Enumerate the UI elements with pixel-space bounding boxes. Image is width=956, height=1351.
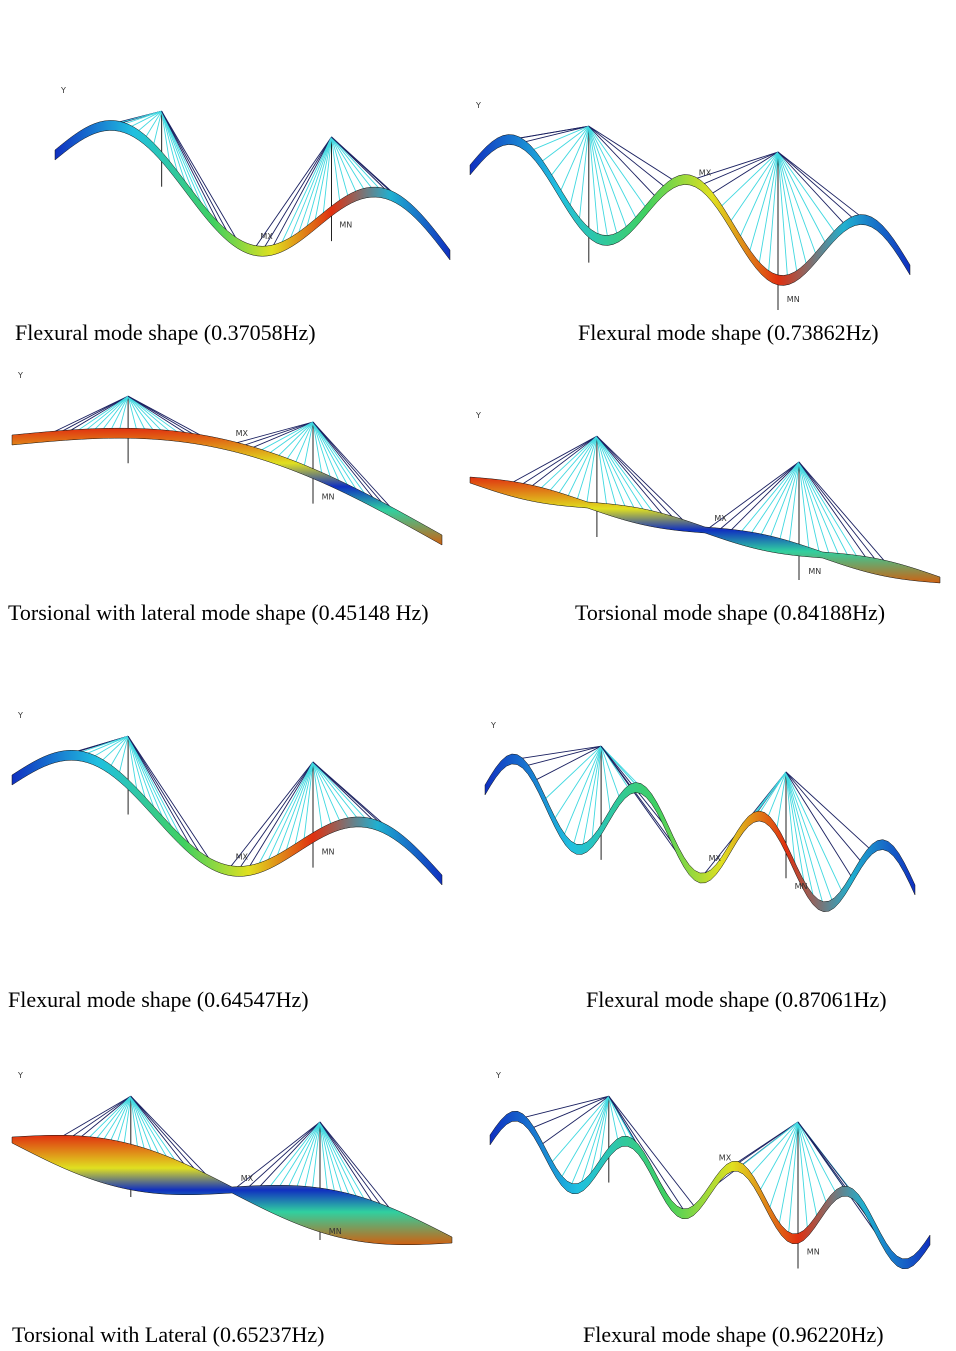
cable xyxy=(609,1096,686,1214)
axis-label: Y xyxy=(17,1071,23,1080)
deck xyxy=(12,1135,452,1245)
cable xyxy=(551,1096,609,1163)
cable xyxy=(798,1122,808,1232)
cable xyxy=(778,152,817,256)
cable xyxy=(786,772,862,862)
cable xyxy=(252,1122,320,1195)
cable xyxy=(162,111,232,239)
cable xyxy=(100,396,128,433)
cable xyxy=(511,126,588,139)
cable xyxy=(597,436,628,513)
cable xyxy=(740,1122,798,1167)
deck xyxy=(485,754,915,912)
cable xyxy=(128,736,166,825)
cable xyxy=(799,462,830,557)
cable xyxy=(786,772,833,904)
cable xyxy=(128,736,175,835)
deck xyxy=(12,750,442,885)
mode-shape: Y MX MN xyxy=(470,101,910,310)
cable xyxy=(162,111,197,201)
figure: Y MX MN Flexural mode shape (0.37058Hz) Y MX M… xyxy=(0,0,956,1351)
cable xyxy=(777,772,786,831)
mode-shape: Y MX MN xyxy=(55,86,450,260)
cable xyxy=(786,772,843,893)
min-label: MN xyxy=(807,1248,820,1257)
cable xyxy=(779,1122,798,1227)
cable xyxy=(313,422,398,516)
cable xyxy=(332,137,367,193)
cable xyxy=(767,772,786,819)
cable xyxy=(788,1122,798,1237)
axis-label: Y xyxy=(490,721,496,730)
cable xyxy=(313,762,351,822)
cable xyxy=(786,772,871,850)
cable xyxy=(786,772,852,878)
cable xyxy=(778,152,855,220)
deck xyxy=(490,1111,930,1269)
max-label: MX xyxy=(260,232,273,241)
max-label: MX xyxy=(236,429,249,438)
cable xyxy=(153,111,162,147)
mode-shape: Y MX MN xyxy=(490,1071,930,1269)
cable xyxy=(579,126,589,222)
min-label: MN xyxy=(787,295,800,304)
axis-label: Y xyxy=(495,1071,501,1080)
cable xyxy=(522,1096,609,1118)
deck xyxy=(470,477,940,583)
mode-shape: Y MX MN xyxy=(12,371,442,545)
cable xyxy=(716,462,799,532)
cable xyxy=(332,137,375,192)
min-label: MN xyxy=(808,567,821,576)
caption: Flexural mode shape (0.37058Hz) xyxy=(15,320,316,345)
mode-shape: Y MX MN xyxy=(12,711,442,885)
min-label: MN xyxy=(329,1227,342,1236)
caption: Flexural mode shape (0.87061Hz) xyxy=(586,987,887,1012)
cable xyxy=(758,772,786,816)
cable xyxy=(119,736,128,776)
cable xyxy=(589,126,676,182)
min-label: MN xyxy=(795,882,808,891)
cable xyxy=(237,422,313,448)
cable xyxy=(609,1096,696,1208)
axis-label: Y xyxy=(475,101,481,110)
min-label: MN xyxy=(322,492,335,501)
mode-shape: Y MX MN xyxy=(470,411,940,583)
cable xyxy=(525,436,597,491)
mode-shape: Y MX MN xyxy=(12,1071,452,1245)
max-label: MX xyxy=(719,1153,732,1162)
max-label: MX xyxy=(241,1174,254,1183)
cable xyxy=(601,746,620,799)
cable xyxy=(778,152,836,234)
caption: Torsional mode shape (0.84188Hz) xyxy=(575,600,885,625)
cable xyxy=(162,111,240,245)
caption: Flexural mode shape (0.64547Hz) xyxy=(8,987,309,1012)
cable xyxy=(799,462,851,561)
caption: Torsional with lateral mode shape (0.451… xyxy=(8,600,429,625)
axis-label: Y xyxy=(475,411,481,420)
deck xyxy=(12,428,442,545)
cable xyxy=(727,462,799,535)
caption: Torsional with Lateral (0.65237Hz) xyxy=(12,1322,324,1347)
axis-label: Y xyxy=(60,86,66,95)
cable xyxy=(758,462,799,541)
cable xyxy=(563,746,601,837)
min-label: MN xyxy=(322,848,335,857)
cable xyxy=(256,422,313,453)
cable xyxy=(589,126,647,209)
axis-label: Y xyxy=(17,371,23,380)
cable xyxy=(720,152,778,208)
caption: Flexural mode shape (0.96220Hz) xyxy=(583,1322,884,1347)
cable xyxy=(556,436,597,498)
max-label: MX xyxy=(236,852,249,861)
caption: Flexural mode shape (0.73862Hz) xyxy=(578,320,879,345)
max-label: MX xyxy=(714,514,727,523)
mode-shape: Y MX MN xyxy=(485,721,915,912)
cable xyxy=(609,1096,628,1141)
cable xyxy=(243,1122,320,1192)
max-label: MX xyxy=(709,854,722,863)
axis-label: Y xyxy=(17,711,23,720)
cable xyxy=(799,462,840,559)
max-label: MX xyxy=(699,168,712,177)
min-label: MN xyxy=(339,220,352,229)
